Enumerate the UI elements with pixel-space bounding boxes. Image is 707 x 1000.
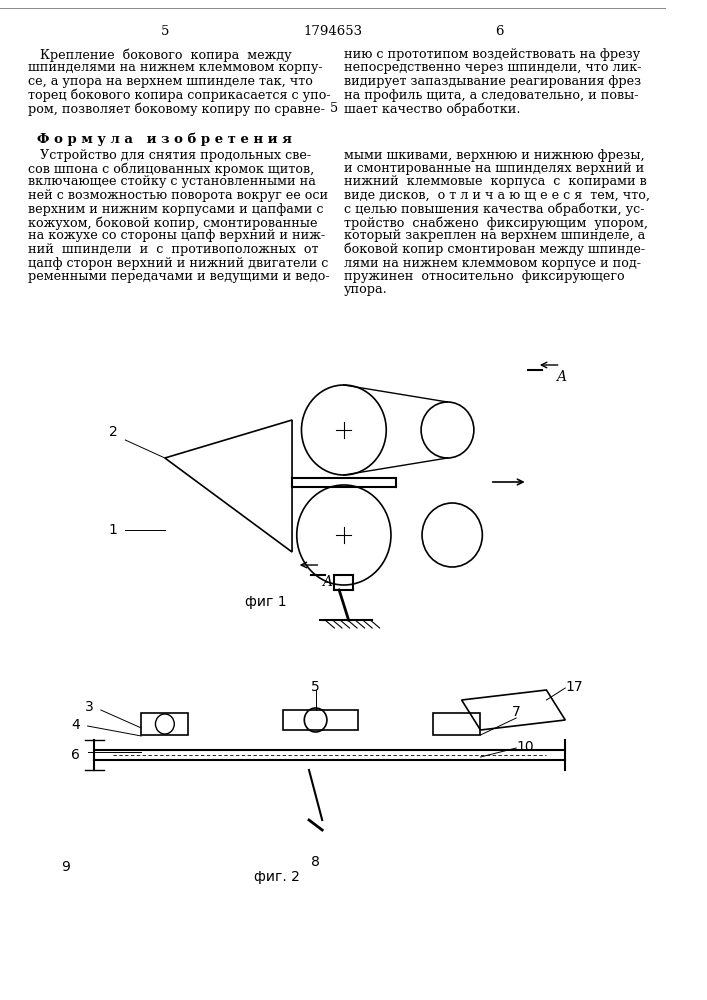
Text: видирует запаздывание реагирования фрез: видирует запаздывание реагирования фрез (344, 75, 641, 88)
Text: се, а упора на верхнем шпинделе так, что: се, а упора на верхнем шпинделе так, что (28, 75, 313, 88)
Text: 7: 7 (512, 705, 520, 719)
Text: непосредственно через шпиндели, что лик-: непосредственно через шпиндели, что лик- (344, 62, 641, 75)
Text: Устройство для снятия продольных све-: Устройство для снятия продольных све- (28, 148, 311, 161)
Text: 6: 6 (71, 748, 80, 762)
Text: 1794653: 1794653 (303, 25, 362, 38)
Bar (433, 713, 481, 735)
Text: A: A (322, 575, 332, 589)
Text: пружинен  относительно  фиксирующего: пружинен относительно фиксирующего (344, 270, 624, 283)
Text: нижний  клеммовые  корпуса  с  копирами в: нижний клеммовые корпуса с копирами в (344, 176, 647, 188)
Text: шпинделями на нижнем клеммовом корпу-: шпинделями на нижнем клеммовом корпу- (28, 62, 323, 75)
Text: мыми шкивами, верхнюю и нижнюю фрезы,: мыми шкивами, верхнюю и нижнюю фрезы, (344, 148, 645, 161)
Text: фиг 1: фиг 1 (245, 595, 286, 609)
Text: 4: 4 (71, 718, 80, 732)
Text: 5: 5 (311, 680, 320, 694)
Text: с целью повышения качества обработки, ус-: с целью повышения качества обработки, ус… (344, 202, 644, 216)
Text: 5: 5 (160, 25, 169, 38)
Text: 3: 3 (85, 700, 94, 714)
Text: 8: 8 (311, 855, 320, 869)
Text: виде дисков,  о т л и ч а ю щ е е с я  тем, что,: виде дисков, о т л и ч а ю щ е е с я тем… (344, 189, 650, 202)
Bar (141, 713, 189, 735)
Text: торец бокового копира соприкасается с упо-: торец бокового копира соприкасается с уп… (28, 89, 331, 102)
Text: Крепление  бокового  копира  между: Крепление бокового копира между (28, 48, 292, 62)
Text: который закреплен на верхнем шпинделе, а: который закреплен на верхнем шпинделе, а (344, 230, 645, 242)
Text: 2: 2 (109, 425, 117, 439)
Text: кожухом, боковой копир, смонтированные: кожухом, боковой копир, смонтированные (28, 216, 317, 230)
Text: боковой копир смонтирован между шпинде-: боковой копир смонтирован между шпинде- (344, 243, 645, 256)
Text: ром, позволяет боковому копиру по сравне-: ром, позволяет боковому копиру по сравне… (28, 102, 325, 115)
Text: Ф о р м у л а   и з о б р е т е н и я: Ф о р м у л а и з о б р е т е н и я (37, 133, 292, 146)
Text: ременными передачами и ведущими и ведо-: ременными передачами и ведущими и ведо- (28, 270, 330, 283)
Text: и смонтированные на шпинделях верхний и: и смонтированные на шпинделях верхний и (344, 162, 644, 175)
Text: упора.: упора. (344, 284, 387, 296)
Text: фиг. 2: фиг. 2 (255, 870, 300, 884)
Bar (283, 710, 358, 730)
Text: 10: 10 (516, 740, 534, 754)
Text: цапф сторон верхний и нижний двигатели с: цапф сторон верхний и нижний двигатели с (28, 256, 329, 269)
Text: включающее стойку с установленными на: включающее стойку с установленными на (28, 176, 316, 188)
Text: A: A (556, 370, 566, 384)
Text: 9: 9 (62, 860, 71, 874)
Text: тройство  снабжено  фиксирующим  упором,: тройство снабжено фиксирующим упором, (344, 216, 648, 230)
Text: ний  шпиндели  и  с  противоположных  от: ний шпиндели и с противоположных от (28, 243, 319, 256)
Text: шает качество обработки.: шает качество обработки. (344, 102, 520, 115)
Text: лями на нижнем клеммовом корпусе и под-: лями на нижнем клеммовом корпусе и под- (344, 256, 641, 269)
Text: сов шпона с облицованных кромок щитов,: сов шпона с облицованных кромок щитов, (28, 162, 315, 176)
Text: 6: 6 (495, 25, 503, 38)
Text: 5: 5 (330, 102, 339, 115)
Text: нию с прототипом воздействовать на фрезу: нию с прототипом воздействовать на фрезу (344, 48, 640, 61)
Text: на профиль щита, а следовательно, и повы-: на профиль щита, а следовательно, и повы… (344, 89, 638, 102)
Text: 1: 1 (109, 523, 117, 537)
Text: 17: 17 (566, 680, 583, 694)
Text: ней с возможностью поворота вокруг ее оси: ней с возможностью поворота вокруг ее ос… (28, 189, 328, 202)
Text: верхним и нижним корпусами и цапфами с: верхним и нижним корпусами и цапфами с (28, 202, 324, 216)
Text: на кожухе со стороны цапф верхний и ниж-: на кожухе со стороны цапф верхний и ниж- (28, 230, 325, 242)
